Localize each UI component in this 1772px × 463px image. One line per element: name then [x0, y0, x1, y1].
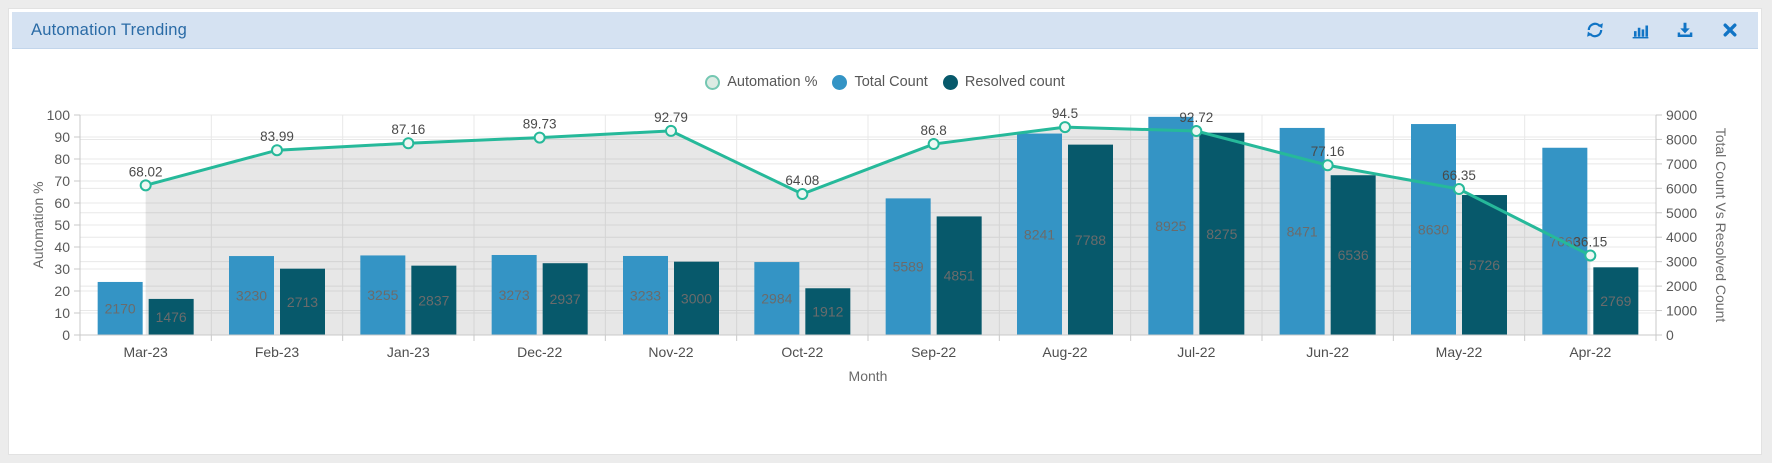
legend-item-automation[interactable]: Automation %: [705, 74, 817, 90]
svg-text:89.73: 89.73: [523, 117, 557, 132]
svg-text:1912: 1912: [812, 304, 843, 320]
svg-text:Sep-22: Sep-22: [911, 344, 956, 360]
svg-text:20: 20: [54, 283, 70, 299]
svg-text:86.8: 86.8: [921, 123, 947, 138]
svg-text:87.16: 87.16: [391, 122, 425, 137]
chart-legend: Automation % Total Count Resolved count: [9, 74, 1761, 90]
svg-text:100: 100: [47, 107, 71, 123]
svg-text:1000: 1000: [1666, 303, 1697, 319]
svg-text:2170: 2170: [105, 300, 136, 316]
legend-marker-automation-icon: [705, 74, 721, 90]
svg-text:8241: 8241: [1024, 226, 1055, 242]
svg-text:3273: 3273: [499, 287, 530, 303]
svg-text:5589: 5589: [893, 259, 924, 275]
svg-text:92.79: 92.79: [654, 110, 688, 125]
svg-text:94.5: 94.5: [1052, 106, 1078, 121]
svg-text:8471: 8471: [1287, 223, 1318, 239]
svg-text:8925: 8925: [1155, 218, 1186, 234]
legend-item-resolved[interactable]: Resolved count: [942, 74, 1065, 90]
svg-text:2713: 2713: [287, 294, 318, 310]
svg-text:Jun-22: Jun-22: [1306, 344, 1349, 360]
svg-text:40: 40: [54, 239, 70, 255]
svg-text:2837: 2837: [418, 292, 449, 308]
svg-text:Oct-22: Oct-22: [781, 344, 823, 360]
svg-text:3233: 3233: [630, 287, 661, 303]
svg-text:9000: 9000: [1666, 107, 1697, 123]
svg-text:4000: 4000: [1666, 229, 1697, 245]
svg-text:3000: 3000: [1666, 254, 1697, 270]
legend-label-resolved: Resolved count: [964, 74, 1065, 90]
svg-text:2000: 2000: [1666, 278, 1697, 294]
svg-text:36.15: 36.15: [1573, 234, 1607, 249]
svg-text:68.02: 68.02: [129, 164, 163, 179]
download-icon[interactable]: [1675, 21, 1695, 39]
svg-text:3000: 3000: [681, 290, 712, 306]
svg-text:7788: 7788: [1075, 232, 1106, 248]
svg-text:2769: 2769: [1600, 293, 1631, 309]
legend-marker-resolved-icon: [942, 74, 958, 90]
legend-label-automation: Automation %: [727, 74, 818, 90]
svg-text:Total Count Vs Resolved Count: Total Count Vs Resolved Count: [1713, 128, 1729, 323]
svg-text:60: 60: [54, 195, 70, 211]
svg-text:92.72: 92.72: [1179, 110, 1213, 125]
svg-text:Jul-22: Jul-22: [1177, 344, 1215, 360]
svg-text:3255: 3255: [367, 287, 398, 303]
header-actions: [1585, 21, 1740, 39]
svg-text:Apr-22: Apr-22: [1569, 344, 1611, 360]
svg-text:Aug-22: Aug-22: [1042, 344, 1087, 360]
svg-text:50: 50: [54, 217, 70, 233]
svg-text:30: 30: [54, 261, 70, 277]
svg-text:2937: 2937: [550, 291, 581, 307]
svg-text:10: 10: [54, 305, 70, 321]
svg-text:6000: 6000: [1666, 180, 1697, 196]
svg-text:66.35: 66.35: [1442, 168, 1476, 183]
close-icon[interactable]: [1720, 21, 1740, 39]
svg-text:8630: 8630: [1418, 222, 1449, 238]
svg-text:7000: 7000: [1666, 156, 1697, 172]
svg-text:5726: 5726: [1469, 257, 1500, 273]
widget-title: Automation Trending: [31, 20, 188, 39]
legend-label-total: Total Count: [854, 74, 928, 90]
svg-text:4851: 4851: [944, 268, 975, 284]
svg-text:Mar-23: Mar-23: [123, 344, 168, 360]
svg-text:May-22: May-22: [1436, 344, 1483, 360]
svg-text:3230: 3230: [236, 288, 267, 304]
svg-text:70: 70: [54, 173, 70, 189]
svg-text:5000: 5000: [1666, 205, 1697, 221]
widget-header: Automation Trending: [12, 12, 1758, 49]
chart-body: Automation % Total Count Resolved count …: [9, 52, 1761, 454]
svg-text:0: 0: [1666, 327, 1674, 343]
svg-text:6536: 6536: [1338, 247, 1369, 263]
bar-chart-icon[interactable]: [1630, 21, 1650, 39]
svg-text:Dec-22: Dec-22: [517, 344, 562, 360]
svg-text:Nov-22: Nov-22: [648, 344, 693, 360]
svg-text:0: 0: [62, 327, 70, 343]
legend-marker-total-icon: [832, 74, 848, 90]
legend-item-total[interactable]: Total Count: [832, 74, 928, 90]
svg-text:77.16: 77.16: [1311, 144, 1345, 159]
svg-text:Automation %: Automation %: [30, 181, 46, 268]
trend-chart-canvas: 2170 3230 3255 3273 3233 2984 5589 8241 8925 8471…: [30, 106, 1729, 384]
svg-text:64.08: 64.08: [785, 173, 819, 188]
svg-text:83.99: 83.99: [260, 129, 294, 144]
svg-text:Jan-23: Jan-23: [387, 344, 430, 360]
svg-text:80: 80: [54, 151, 70, 167]
svg-text:90: 90: [54, 129, 70, 145]
svg-text:Feb-23: Feb-23: [255, 344, 300, 360]
svg-text:8000: 8000: [1666, 131, 1697, 147]
svg-text:1476: 1476: [156, 309, 187, 325]
automation-trending-widget: Automation Trending: [8, 8, 1762, 455]
refresh-icon[interactable]: [1585, 21, 1605, 39]
svg-text:2984: 2984: [761, 291, 792, 307]
svg-text:8275: 8275: [1206, 226, 1237, 242]
svg-text:Month: Month: [849, 368, 888, 384]
